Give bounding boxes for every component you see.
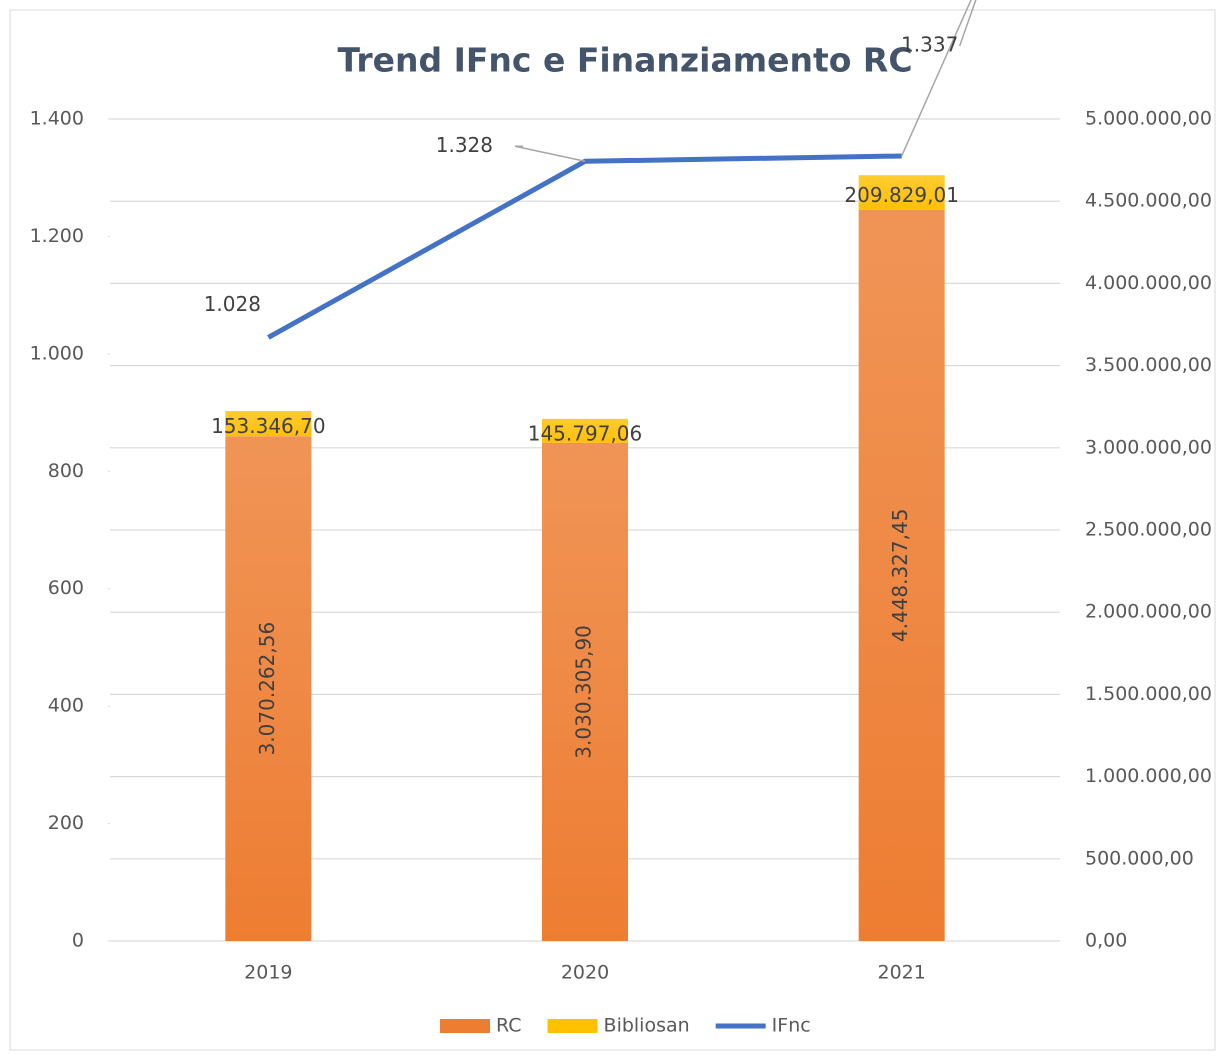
data-label: 1.028 [204,292,261,316]
bar [542,418,628,443]
data-label: 153.346,70 [211,414,326,438]
leader-line [900,0,977,157]
bar [225,411,312,437]
x-tick-label: 2021 [877,962,925,984]
y-tick-label: 1.000 [30,342,84,364]
y2-tick-label: 5.000.000,00 [1085,108,1212,130]
y2-tick-label: 2.500.000,00 [1085,519,1212,541]
legend-label: RC [496,1015,522,1037]
y2-tick-label: 4.500.000,00 [1085,190,1212,212]
legend-label: IFnc [772,1015,811,1037]
bar [858,209,945,942]
chart-title: Trend IFnc e Finanziamento RC [337,41,912,80]
legend-swatch [547,1019,598,1033]
y2-tick-label: 1.000.000,00 [1085,765,1212,787]
x-tick-label: 2019 [244,962,292,984]
legend-label: Bibliosan [604,1015,690,1037]
y2-tick-label: 3.000.000,00 [1085,436,1212,458]
data-label: 1.337 [901,32,958,56]
y-tick-label: 400 [48,695,84,717]
x-tick-label: 2020 [561,962,609,984]
bar [858,175,945,210]
y-tick-label: 600 [48,577,84,599]
y-tick-label: 0 [72,930,84,952]
y2-tick-label: 0,00 [1085,930,1127,952]
data-label: 4.448.327,45 [888,509,912,643]
leader-line [514,145,586,163]
y-tick-label: 1.200 [30,225,84,247]
bar [225,436,312,941]
bar [542,442,628,941]
data-label: 3.070.262,56 [255,622,279,756]
legend-swatch [440,1019,490,1033]
data-label: 209.829,01 [844,183,959,207]
y2-tick-label: 3.500.000,00 [1085,354,1212,376]
y-tick-label: 200 [48,812,84,834]
data-label: 145.797,06 [528,421,643,445]
y-tick-label: 1.400 [30,108,84,130]
y2-tick-label: 1.500.000,00 [1085,683,1212,705]
data-label: 3.030.305,90 [572,625,596,759]
y2-tick-label: 500.000,00 [1085,847,1194,869]
y-tick-label: 800 [48,460,84,482]
y2-tick-label: 2.000.000,00 [1085,601,1212,623]
y2-tick-label: 4.000.000,00 [1085,272,1212,294]
data-label: 1.328 [436,133,493,157]
